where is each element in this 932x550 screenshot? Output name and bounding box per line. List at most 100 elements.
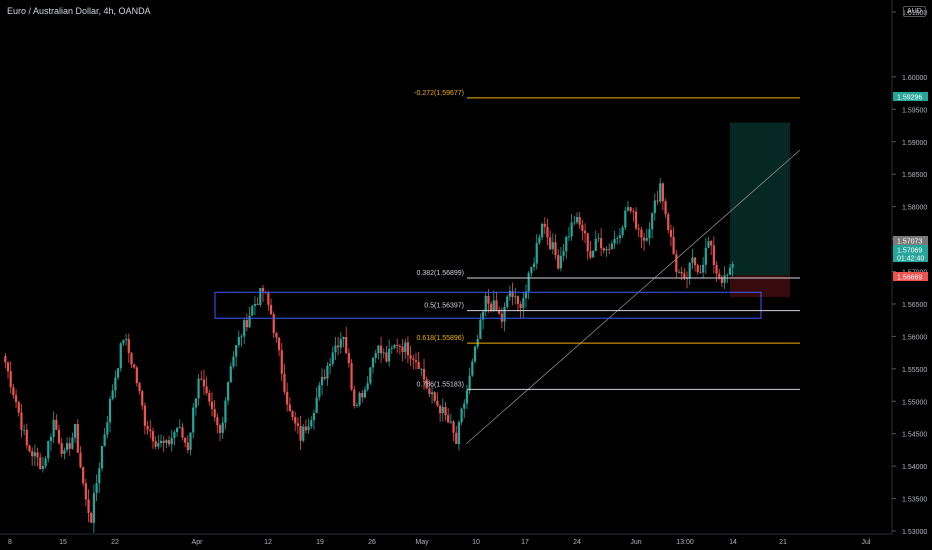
candle — [189, 432, 192, 456]
candle-body — [715, 264, 718, 274]
candle — [6, 361, 10, 379]
candle — [487, 289, 490, 313]
candle — [691, 248, 694, 270]
candle-body — [127, 339, 130, 354]
candle — [84, 478, 87, 507]
candle — [210, 392, 214, 417]
candle-body — [299, 425, 302, 441]
candle-body — [98, 468, 101, 484]
candle-body — [302, 426, 305, 441]
candle — [664, 198, 667, 218]
candle-body — [484, 295, 487, 312]
candle — [688, 262, 691, 286]
candle — [404, 338, 407, 359]
candle — [108, 395, 112, 433]
candle — [567, 226, 571, 242]
candle-body — [216, 417, 219, 426]
profit-target-box[interactable] — [730, 122, 790, 276]
candle — [640, 226, 643, 248]
candle — [52, 411, 55, 444]
trend-line[interactable] — [465, 149, 801, 445]
candle — [14, 389, 18, 408]
candle-body — [52, 419, 55, 437]
price-label-badge — [893, 92, 928, 101]
long-position-target-zone[interactable] — [730, 122, 790, 297]
candle-body — [452, 421, 455, 433]
candle — [82, 466, 85, 487]
candle-body — [693, 257, 697, 266]
candle-body — [342, 336, 345, 340]
candle-body — [68, 443, 71, 449]
candle-body — [210, 401, 214, 410]
candle-body — [328, 363, 332, 366]
candle-body — [591, 251, 595, 258]
candle-body — [728, 267, 732, 275]
candle — [100, 445, 104, 472]
candle-body — [444, 406, 447, 416]
candle — [608, 243, 611, 255]
time-tick-label: 24 — [573, 539, 581, 546]
candle-body — [55, 419, 58, 430]
price-tick-label: 1.56500 — [902, 302, 927, 309]
candle — [57, 425, 61, 445]
support-zone-rectangle[interactable] — [214, 291, 762, 319]
drawing-overlays[interactable]: -0.272(1.59677) 0.382(1.56899) 0.5(1.56397… — [214, 90, 801, 445]
candle — [17, 400, 20, 417]
candle-body — [269, 304, 273, 315]
time-axis[interactable]: 8 15 22 Apr 12 19 26 May 10 17 24 Jun 13:00 14 21 Jul — [0, 533, 892, 546]
candle-body — [243, 320, 246, 337]
candle — [693, 257, 697, 272]
candle — [465, 384, 469, 409]
time-tick-label: 12 — [264, 539, 272, 546]
time-tick-label: 8 — [8, 539, 12, 546]
candle-body — [84, 483, 87, 500]
candle — [667, 212, 670, 234]
candle — [25, 423, 28, 450]
candle-body — [197, 378, 200, 399]
candle — [366, 376, 369, 392]
candle — [656, 191, 659, 206]
candle-body — [315, 397, 318, 413]
fib-level-label: 0.786(1.55183) — [417, 381, 464, 388]
candle-body — [651, 213, 654, 230]
candle — [245, 313, 248, 332]
candle-body — [559, 255, 562, 269]
candle — [704, 237, 707, 274]
candle-body — [377, 345, 380, 354]
candle-body — [229, 366, 232, 383]
candle — [616, 235, 619, 245]
currency-badge[interactable]: AUD — [903, 6, 926, 17]
candle — [326, 362, 329, 387]
candle — [218, 423, 222, 442]
candle — [610, 240, 613, 250]
candle-body — [422, 369, 426, 380]
candle-body — [111, 390, 114, 399]
time-tick-label: 22 — [111, 539, 119, 546]
candle — [130, 352, 133, 369]
candle-body — [119, 343, 122, 369]
candle — [135, 365, 138, 387]
candle — [39, 452, 42, 470]
chart-title: Euro / Australian Dollar, 4h, OANDA — [7, 6, 151, 16]
candle-body — [347, 353, 350, 364]
candle — [549, 230, 552, 251]
candle — [200, 370, 203, 381]
candle — [661, 182, 664, 211]
candle — [541, 222, 544, 241]
candle-body — [519, 304, 522, 309]
candle-body — [310, 420, 313, 427]
candle-body — [245, 320, 248, 328]
candle-body — [334, 345, 337, 353]
candle — [339, 332, 342, 354]
stop-loss-box[interactable] — [730, 275, 790, 297]
candle-body — [237, 337, 240, 346]
candle-body — [235, 345, 238, 357]
candle-body — [720, 277, 724, 283]
candle — [702, 257, 705, 278]
candle — [235, 345, 238, 367]
candle-body — [492, 300, 495, 312]
candle — [111, 384, 114, 401]
candle-body — [594, 238, 597, 252]
price-label-badge — [893, 236, 928, 245]
